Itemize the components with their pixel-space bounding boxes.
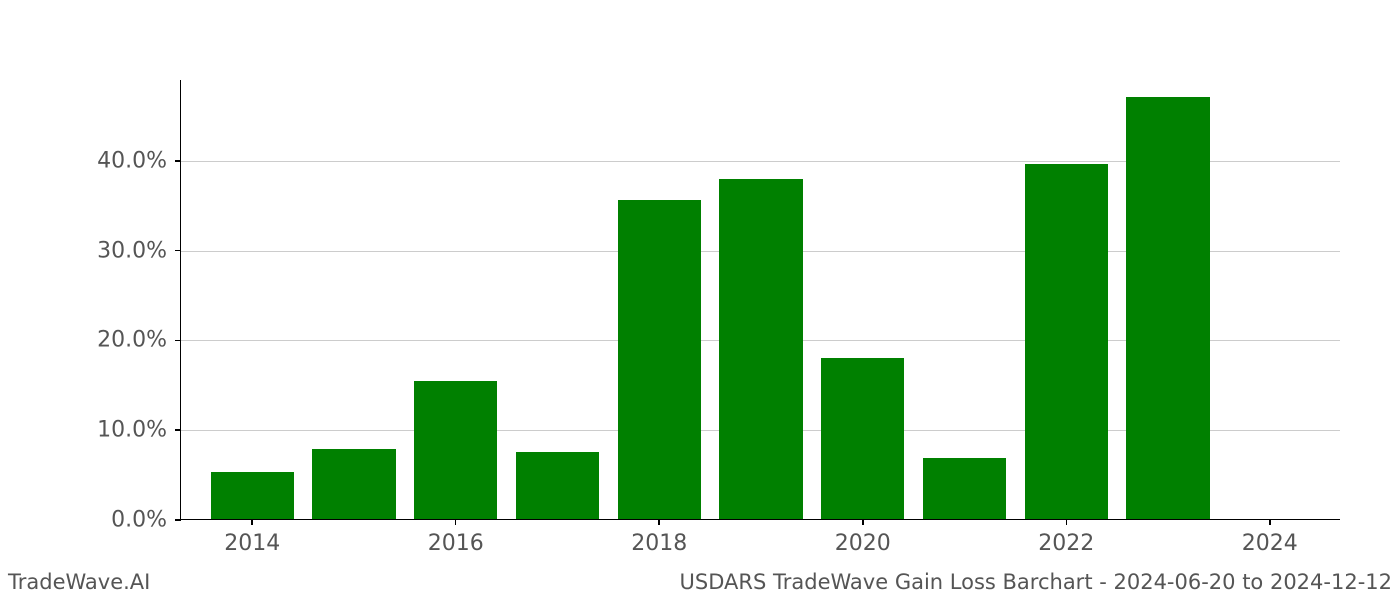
footer-left-text: TradeWave.AI — [8, 570, 150, 594]
bar — [1126, 97, 1209, 519]
y-tick-mark — [175, 160, 181, 162]
bar — [923, 458, 1006, 519]
y-tick-mark — [175, 250, 181, 252]
x-tick-label: 2018 — [631, 531, 687, 556]
x-tick-mark — [251, 519, 253, 525]
bar — [1025, 164, 1108, 519]
bar — [211, 472, 294, 519]
bar — [312, 449, 395, 519]
bar — [618, 200, 701, 519]
x-tick-label: 2022 — [1038, 531, 1094, 556]
x-tick-mark — [658, 519, 660, 525]
chart-container: 0.0%10.0%20.0%30.0%40.0%2014201620182020… — [180, 80, 1340, 520]
y-tick-mark — [175, 519, 181, 521]
y-tick-label: 40.0% — [97, 148, 167, 173]
x-tick-label: 2016 — [428, 531, 484, 556]
bar — [821, 358, 904, 519]
x-tick-label: 2024 — [1242, 531, 1298, 556]
bar — [719, 179, 802, 519]
y-tick-label: 10.0% — [97, 418, 167, 443]
y-tick-mark — [175, 429, 181, 431]
x-tick-mark — [1066, 519, 1068, 525]
x-tick-mark — [862, 519, 864, 525]
x-tick-mark — [455, 519, 457, 525]
y-tick-label: 20.0% — [97, 328, 167, 353]
plot-area: 0.0%10.0%20.0%30.0%40.0%2014201620182020… — [180, 80, 1340, 520]
y-tick-mark — [175, 340, 181, 342]
y-tick-label: 0.0% — [111, 508, 167, 533]
y-tick-label: 30.0% — [97, 238, 167, 263]
x-tick-label: 2020 — [835, 531, 891, 556]
x-tick-mark — [1269, 519, 1271, 525]
footer-right-text: USDARS TradeWave Gain Loss Barchart - 20… — [680, 570, 1392, 594]
bar — [414, 381, 497, 519]
x-tick-label: 2014 — [224, 531, 280, 556]
bar — [516, 452, 599, 519]
